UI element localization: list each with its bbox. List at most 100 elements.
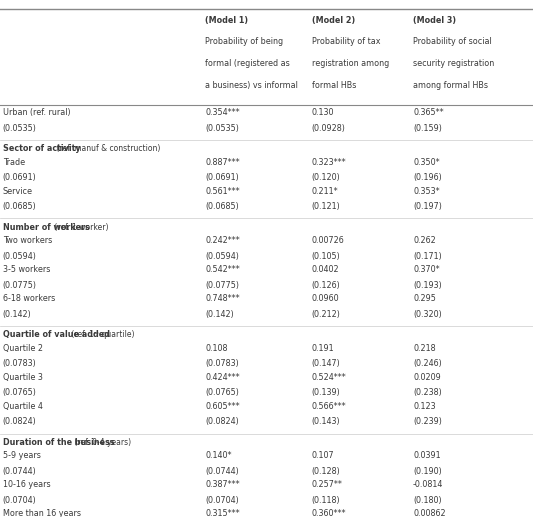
Text: (0.0765): (0.0765) xyxy=(205,388,239,397)
Text: 0.211*: 0.211* xyxy=(312,187,338,195)
Text: 10-16 years: 10-16 years xyxy=(3,480,50,489)
Text: 3-5 workers: 3-5 workers xyxy=(3,265,50,274)
Text: Two workers: Two workers xyxy=(3,236,52,245)
Text: Duration of the business: Duration of the business xyxy=(3,438,114,447)
Text: (0.320): (0.320) xyxy=(413,310,442,318)
Text: (0.0783): (0.0783) xyxy=(3,359,36,368)
Text: (0.0744): (0.0744) xyxy=(205,467,239,476)
Text: (0.197): (0.197) xyxy=(413,202,442,211)
Text: (0.171): (0.171) xyxy=(413,252,442,261)
Text: Service: Service xyxy=(3,187,33,195)
Text: (0.0594): (0.0594) xyxy=(3,252,37,261)
Text: 5-9 years: 5-9 years xyxy=(3,451,41,460)
Text: (ref. 0-4 years): (ref. 0-4 years) xyxy=(72,438,131,447)
Text: (0.0783): (0.0783) xyxy=(205,359,239,368)
Text: 0.0209: 0.0209 xyxy=(413,373,441,382)
Text: (0.142): (0.142) xyxy=(3,310,31,318)
Text: 0.00862: 0.00862 xyxy=(413,509,446,517)
Text: 0.323***: 0.323*** xyxy=(312,158,346,166)
Text: 0.365**: 0.365** xyxy=(413,108,443,117)
Text: (0.246): (0.246) xyxy=(413,359,442,368)
Text: Probability of social: Probability of social xyxy=(413,37,492,46)
Text: Quartile of value added: Quartile of value added xyxy=(3,330,110,339)
Text: 0.561***: 0.561*** xyxy=(205,187,240,195)
Text: (0.0685): (0.0685) xyxy=(205,202,239,211)
Text: (0.143): (0.143) xyxy=(312,417,341,426)
Text: 0.360***: 0.360*** xyxy=(312,509,346,517)
Text: (0.120): (0.120) xyxy=(312,173,341,182)
Text: (Model 1): (Model 1) xyxy=(205,16,248,24)
Text: 0.0402: 0.0402 xyxy=(312,265,340,274)
Text: -0.0814: -0.0814 xyxy=(413,480,443,489)
Text: 0.370*: 0.370* xyxy=(413,265,440,274)
Text: (0.0744): (0.0744) xyxy=(3,467,36,476)
Text: security registration: security registration xyxy=(413,59,494,68)
Text: (0.126): (0.126) xyxy=(312,281,341,290)
Text: 0.424***: 0.424*** xyxy=(205,373,240,382)
Text: 0.262: 0.262 xyxy=(413,236,436,245)
Text: Sector of activity: Sector of activity xyxy=(3,144,80,153)
Text: 0.887***: 0.887*** xyxy=(205,158,240,166)
Text: 0.350*: 0.350* xyxy=(413,158,440,166)
Text: (ref. 1 worker): (ref. 1 worker) xyxy=(52,223,108,232)
Text: Trade: Trade xyxy=(3,158,25,166)
Text: 0.108: 0.108 xyxy=(205,344,228,353)
Text: 0.542***: 0.542*** xyxy=(205,265,240,274)
Text: 6-18 workers: 6-18 workers xyxy=(3,294,55,303)
Text: (0.180): (0.180) xyxy=(413,496,442,505)
Text: formal (registered as: formal (registered as xyxy=(205,59,290,68)
Text: Quartile 2: Quartile 2 xyxy=(3,344,43,353)
Text: 0.0960: 0.0960 xyxy=(312,294,340,303)
Text: 0.605***: 0.605*** xyxy=(205,402,240,410)
Text: (0.0535): (0.0535) xyxy=(205,124,239,132)
Text: Probability of being: Probability of being xyxy=(205,37,284,46)
Text: 0.123: 0.123 xyxy=(413,402,435,410)
Text: Urban (ref. rural): Urban (ref. rural) xyxy=(3,108,70,117)
Text: More than 16 years: More than 16 years xyxy=(3,509,80,517)
Text: Quartile 4: Quartile 4 xyxy=(3,402,43,410)
Text: (0.0691): (0.0691) xyxy=(3,173,36,182)
Text: 0.130: 0.130 xyxy=(312,108,334,117)
Text: (0.0704): (0.0704) xyxy=(205,496,239,505)
Text: (0.0775): (0.0775) xyxy=(3,281,37,290)
Text: Number of workers: Number of workers xyxy=(3,223,90,232)
Text: (0.0824): (0.0824) xyxy=(3,417,36,426)
Text: among formal HBs: among formal HBs xyxy=(413,81,488,89)
Text: 0.140*: 0.140* xyxy=(205,451,232,460)
Text: 0.295: 0.295 xyxy=(413,294,436,303)
Text: (0.190): (0.190) xyxy=(413,467,442,476)
Text: a business) vs informal: a business) vs informal xyxy=(205,81,298,89)
Text: 0.0391: 0.0391 xyxy=(413,451,441,460)
Text: (0.121): (0.121) xyxy=(312,202,341,211)
Text: (ref. manuf & construction): (ref. manuf & construction) xyxy=(54,144,161,153)
Text: (0.105): (0.105) xyxy=(312,252,341,261)
Text: 0.353*: 0.353* xyxy=(413,187,440,195)
Text: Quartile 3: Quartile 3 xyxy=(3,373,43,382)
Text: 0.566***: 0.566*** xyxy=(312,402,346,410)
Text: (0.212): (0.212) xyxy=(312,310,341,318)
Text: (0.118): (0.118) xyxy=(312,496,341,505)
Text: 0.354***: 0.354*** xyxy=(205,108,240,117)
Text: (0.0765): (0.0765) xyxy=(3,388,37,397)
Text: (0.128): (0.128) xyxy=(312,467,341,476)
Text: (0.0594): (0.0594) xyxy=(205,252,239,261)
Text: (0.0535): (0.0535) xyxy=(3,124,37,132)
Text: (0.0824): (0.0824) xyxy=(205,417,239,426)
Text: (0.193): (0.193) xyxy=(413,281,442,290)
Text: (0.0691): (0.0691) xyxy=(205,173,239,182)
Text: 0.242***: 0.242*** xyxy=(205,236,240,245)
Text: (0.0685): (0.0685) xyxy=(3,202,36,211)
Text: formal HBs: formal HBs xyxy=(312,81,356,89)
Text: 0.748***: 0.748*** xyxy=(205,294,240,303)
Text: (0.139): (0.139) xyxy=(312,388,341,397)
Text: (0.142): (0.142) xyxy=(205,310,234,318)
Text: (0.0928): (0.0928) xyxy=(312,124,346,132)
Text: Probability of tax: Probability of tax xyxy=(312,37,381,46)
Text: (ref. 1ˢᵗ quartile): (ref. 1ˢᵗ quartile) xyxy=(69,330,134,339)
Text: 0.00726: 0.00726 xyxy=(312,236,344,245)
Text: 0.524***: 0.524*** xyxy=(312,373,346,382)
Text: 0.315***: 0.315*** xyxy=(205,509,240,517)
Text: (Model 3): (Model 3) xyxy=(413,16,456,24)
Text: (0.0704): (0.0704) xyxy=(3,496,36,505)
Text: (0.196): (0.196) xyxy=(413,173,442,182)
